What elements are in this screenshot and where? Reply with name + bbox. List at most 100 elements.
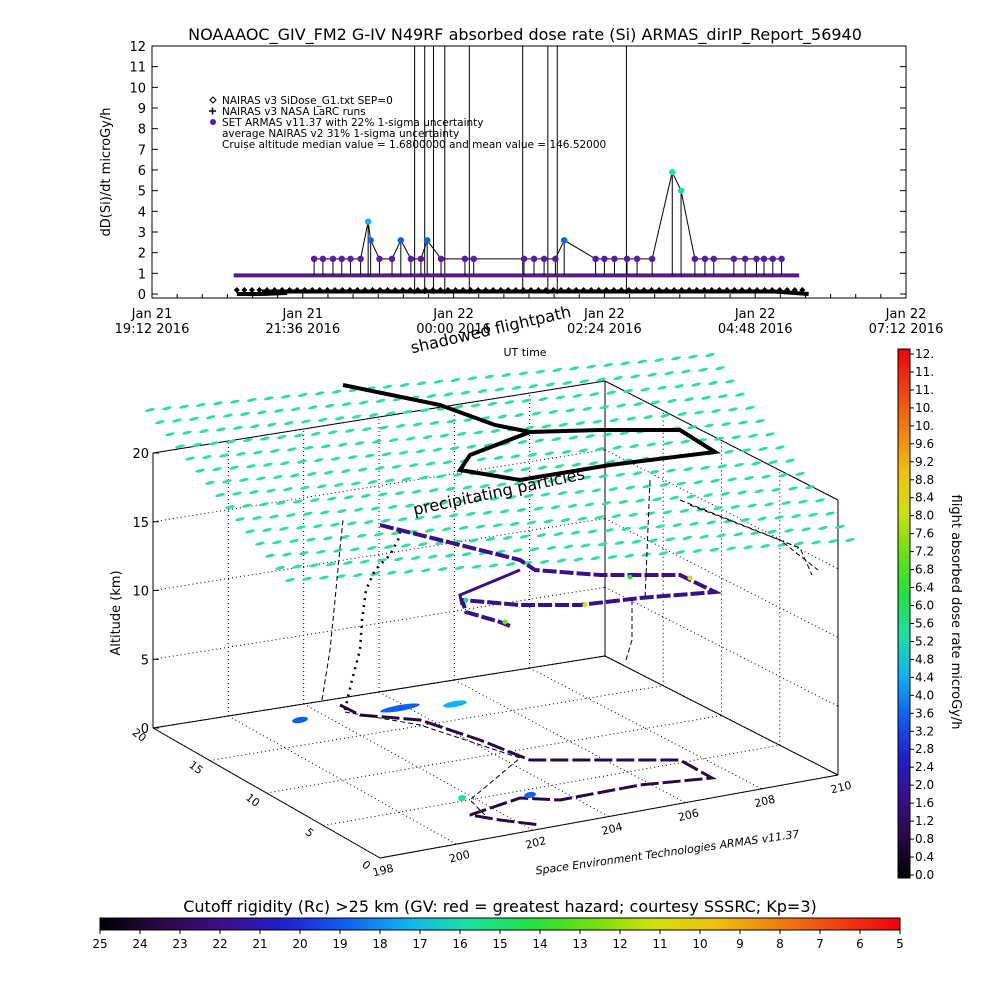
rigidity-mesh-cell: [517, 440, 528, 445]
rigidity-mesh-cell: [403, 569, 414, 574]
y-tick-label: 1: [138, 267, 146, 282]
rigidity-mesh-cell: [623, 389, 634, 394]
rigidity-mesh-cell: [296, 459, 307, 464]
rigidity-mesh-cell: [460, 390, 471, 395]
rigidity-mesh-cell: [731, 435, 741, 440]
y-tick-label: 2: [138, 247, 146, 262]
y-tick-label: 5: [138, 185, 146, 200]
rigidity-mesh-cell: [750, 531, 761, 535]
rigidity-mesh-cell: [300, 419, 311, 424]
x-tick-label-time: 07:12 2016: [869, 322, 944, 337]
nairas-diamond-marker: [256, 287, 263, 293]
time-series-x-label: UT time: [503, 346, 546, 359]
y-tick-label: 12: [129, 40, 146, 55]
rigidity-mesh-cell: [521, 398, 532, 403]
dose-colorbar-label: flight absorbed dose rate microGy/h: [948, 495, 963, 730]
x-tick-label: 208: [753, 793, 777, 811]
rigidity-mesh-cell: [414, 516, 425, 520]
rigidity-mesh-cell: [445, 486, 456, 491]
rigidity-mesh-cell: [660, 413, 671, 418]
rigidity-mesh-cell: [408, 463, 419, 468]
rigidity-mesh-cell: [360, 493, 371, 498]
rigidity-tick-label: 15: [492, 937, 507, 951]
rigidity-mesh-cell: [577, 516, 588, 521]
rigidity-mesh-cell: [476, 457, 487, 462]
rigidity-mesh-cell: [344, 428, 355, 433]
rigidity-mesh-cell: [292, 564, 302, 569]
floor-gridline: [303, 703, 533, 831]
rigidity-mesh-cell: [179, 404, 189, 409]
rigidity-mesh-cell: [483, 443, 494, 448]
nairas-diamond-marker: [422, 287, 429, 293]
rigidity-mesh-cell: [283, 487, 293, 492]
rigidity-mesh-cell: [758, 446, 768, 451]
nairas-diamond-marker: [362, 287, 369, 293]
rigidity-mesh-cell: [757, 516, 767, 521]
rigidity-tick-label: 11: [652, 937, 667, 951]
dose-tick-label: 0.4: [915, 850, 934, 864]
dose-tick-label: 12.: [915, 347, 934, 361]
dose-tick-label: 11.: [915, 365, 934, 379]
rigidity-mesh-cell: [470, 403, 481, 408]
rigidity-mesh-cell: [189, 416, 199, 421]
rigidity-mesh-cell: [347, 455, 358, 460]
rigidity-mesh-cell: [520, 467, 531, 472]
rigidity-mesh-cell: [715, 366, 725, 371]
rigidity-mesh-cell: [326, 562, 336, 567]
rigidity-mesh-cell: [710, 478, 721, 483]
rigidity-mesh-cell: [420, 568, 431, 573]
nairas-diamond-marker: [573, 287, 580, 293]
rigidity-mesh-cell: [371, 439, 382, 444]
nairas-diamond-marker: [784, 287, 791, 293]
rigidity-mesh-cell: [544, 451, 555, 456]
rigidity-mesh-cell: [489, 496, 500, 501]
back-wall-gridline: [152, 518, 606, 591]
rigidity-mesh-cell: [527, 452, 538, 457]
rigidity-mesh-cell: [774, 515, 784, 520]
rigidity-mesh-cell: [425, 461, 436, 466]
x-tick-label: 200: [448, 848, 472, 866]
rigidity-mesh-cell: [216, 427, 226, 432]
rigidity-mesh-cell: [331, 389, 342, 394]
rigidity-mesh-cell: [289, 538, 299, 543]
rigidity-mesh-cell: [324, 403, 335, 408]
projected-profile: [321, 519, 344, 701]
rigidity-mesh-cell: [624, 553, 635, 558]
rigidity-mesh-cell: [657, 385, 667, 390]
x-tick-label-time: 21:36 2016: [265, 322, 340, 337]
rigidity-mesh-cell: [502, 535, 513, 540]
rigidity-mesh-cell: [468, 538, 479, 543]
rigidity-mesh-cell: [393, 557, 404, 562]
rigidity-mesh-cell: [586, 364, 597, 369]
rigidity-mesh-cell: [723, 519, 734, 524]
dose-highlight-marker: [380, 703, 420, 713]
rigidity-mesh-cell: [701, 395, 711, 400]
rigidity-colorbar-ticks: 25 24 23 22 21 20 19 18 17 16 15 14 13 12 11 10 9 8 7 6 5: [92, 930, 904, 951]
nairas-diamond-marker: [686, 287, 693, 293]
y-tick-label: 6: [138, 164, 146, 179]
rigidity-tick-label: 19: [332, 937, 347, 951]
dose-colorbar: 0.0 0.4 0.8 1.2 1.6 2.0 2.4 2.8 3.2 3.6 4.0 4.4 4.8 5…: [897, 347, 963, 882]
rigidity-mesh-cell: [259, 502, 269, 507]
rigidity-mesh-cell: [317, 417, 328, 422]
rigidity-mesh-cell: [266, 422, 277, 427]
rigidity-mesh-cell: [369, 571, 380, 576]
dose-hotspot-marker: [687, 575, 693, 581]
rigidity-mesh-cell: [728, 407, 738, 412]
rigidity-mesh-cell: [512, 548, 523, 553]
nairas-diamond-marker: [324, 287, 331, 293]
rigidity-mesh-cell: [263, 396, 274, 401]
rigidity-mesh-cell: [273, 475, 283, 479]
rigidity-tick-label: 8: [776, 937, 784, 951]
rigidity-mesh-cell: [206, 415, 216, 420]
rigidity-mesh-cell: [329, 522, 340, 527]
rigidity-mesh-cell: [313, 524, 323, 529]
rigidity-mesh-cell: [376, 558, 387, 563]
rigidity-mesh-cell: [435, 474, 446, 479]
rigidity-colorbar-title: Cutoff rigidity (Rc) >25 km (GV: red = g…: [183, 897, 817, 916]
rigidity-mesh-cell: [724, 449, 734, 454]
z-tick-label: 20: [132, 447, 149, 462]
